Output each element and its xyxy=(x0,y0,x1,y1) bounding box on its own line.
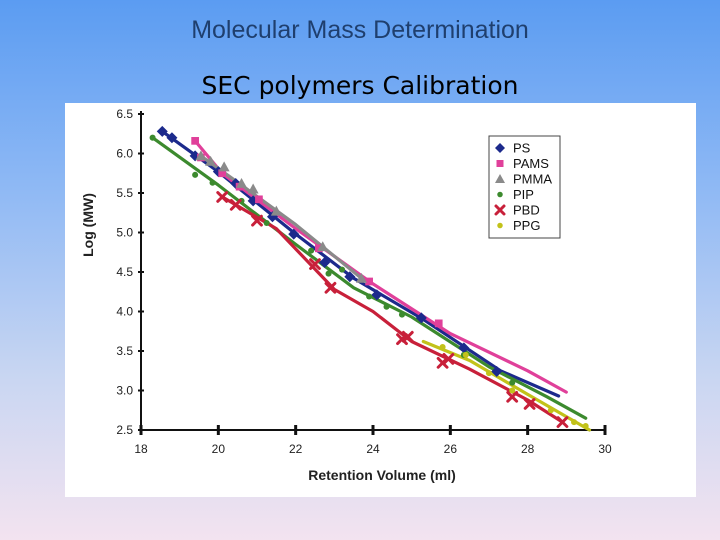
y-axis-title: Log (MW) xyxy=(80,193,96,257)
x-tick-label: 26 xyxy=(444,442,458,456)
legend-box xyxy=(488,135,561,239)
ps-point xyxy=(319,257,331,269)
pbd-point xyxy=(216,191,229,203)
pams-point xyxy=(365,277,373,286)
pip-curve xyxy=(151,136,588,420)
y-tick-label: 4.5 xyxy=(116,265,133,279)
ppg-point xyxy=(485,370,493,377)
ppg-point xyxy=(582,423,589,430)
pbd-point xyxy=(442,353,455,365)
pip-point xyxy=(263,219,270,227)
legend-marker-pbd xyxy=(494,204,506,216)
ps-point xyxy=(371,289,383,301)
legend-label-ppg: PPG xyxy=(513,218,540,233)
x-tick-label: 24 xyxy=(366,442,380,456)
ps-point xyxy=(288,228,300,240)
x-tick-label: 28 xyxy=(521,442,535,456)
y-tick-label: 5.5 xyxy=(116,186,133,200)
data-points xyxy=(149,125,589,430)
y-tick-label: 6.0 xyxy=(116,147,133,161)
pip-point xyxy=(383,303,390,310)
chart-panel: 18 20 22 24 26 28 30 2.5 3.0 3.5 4.0 4.5 5.0 5.5 6.0 6.… xyxy=(65,103,696,497)
y-tick-label: 2.5 xyxy=(116,423,133,437)
legend-marker-ps xyxy=(495,143,505,153)
y-tick-label: 5.0 xyxy=(116,226,133,240)
pbd-point xyxy=(309,258,321,270)
y-tick-label: 6.5 xyxy=(116,107,133,121)
legend-marker-pams xyxy=(496,160,504,167)
pip-point xyxy=(366,293,373,300)
pip-point xyxy=(149,134,156,141)
pbd-point xyxy=(556,416,569,428)
legend-label-ps: PS xyxy=(513,141,531,156)
calibration-chart: 18 20 22 24 26 28 30 2.5 3.0 3.5 4.0 4.5 5.0 5.5 6.0 6.… xyxy=(80,107,612,483)
pip-point xyxy=(509,379,516,386)
ps-point xyxy=(344,271,356,283)
pams-point xyxy=(255,195,263,204)
y-tick-label: 3.5 xyxy=(116,344,133,358)
pbd-point xyxy=(396,333,408,346)
ppg-point xyxy=(547,407,554,414)
pams-point xyxy=(434,319,443,328)
x-tick-label: 18 xyxy=(134,442,148,456)
pmma-point xyxy=(218,161,230,172)
x-tick-label: 30 xyxy=(598,442,612,456)
pbd-point xyxy=(523,398,536,410)
legend-label-pams: PAMS xyxy=(513,156,549,171)
legend-label-pmma: PMMA xyxy=(513,172,552,187)
pmma-point xyxy=(195,150,207,161)
pmma-point xyxy=(205,155,217,166)
ps-point xyxy=(247,195,259,207)
y-tick-label: 4.0 xyxy=(116,305,133,319)
slide-title: Molecular Mass Determination xyxy=(191,16,529,44)
pmma-point xyxy=(247,183,259,194)
ppg-curve xyxy=(421,339,592,432)
pip-point xyxy=(209,179,216,186)
ppg-point xyxy=(439,344,446,351)
ppg-point xyxy=(571,419,578,426)
x-axis-title: Retention Volume (ml) xyxy=(308,467,456,483)
pip-point xyxy=(339,266,346,273)
pip-point xyxy=(192,171,199,178)
legend-marker-pip xyxy=(497,191,503,198)
pams-point xyxy=(191,137,199,145)
ppg-point xyxy=(462,351,469,358)
pmma-point xyxy=(317,241,329,252)
y-tick-label: 3.0 xyxy=(116,384,133,398)
ps-point xyxy=(415,312,427,324)
pams-point xyxy=(218,169,227,178)
x-tick-label: 22 xyxy=(289,442,303,456)
legend-marker-ppg xyxy=(497,222,503,229)
ps-point xyxy=(156,125,168,137)
ps-point xyxy=(491,366,503,378)
ps-point xyxy=(166,132,178,144)
pbd-point xyxy=(324,281,337,294)
pip-point xyxy=(308,247,315,254)
pbd-point xyxy=(229,198,242,211)
pbd-point xyxy=(401,330,414,343)
x-tick-label: 20 xyxy=(212,442,226,456)
pip-point xyxy=(398,311,406,318)
pmma-point xyxy=(270,205,282,216)
ppg-point xyxy=(509,387,516,394)
slide-subtitle: SEC polymers Calibration xyxy=(201,71,519,100)
legend-label-pip: PIP xyxy=(513,187,534,202)
pbd-curve xyxy=(220,195,565,424)
pbd-point xyxy=(506,390,519,403)
pbd-point xyxy=(251,214,263,227)
pmma-point xyxy=(236,178,248,188)
legend-marker-pmma xyxy=(495,174,505,183)
axes: 18 20 22 24 26 28 30 2.5 3.0 3.5 4.0 4.5 5.0 5.5 6.0 6.… xyxy=(116,107,612,456)
pip-point xyxy=(325,270,332,277)
ps-point xyxy=(458,342,470,354)
ps-point xyxy=(266,211,278,223)
pmma-point xyxy=(355,272,367,283)
legend-label-pbd: PBD xyxy=(513,203,540,218)
